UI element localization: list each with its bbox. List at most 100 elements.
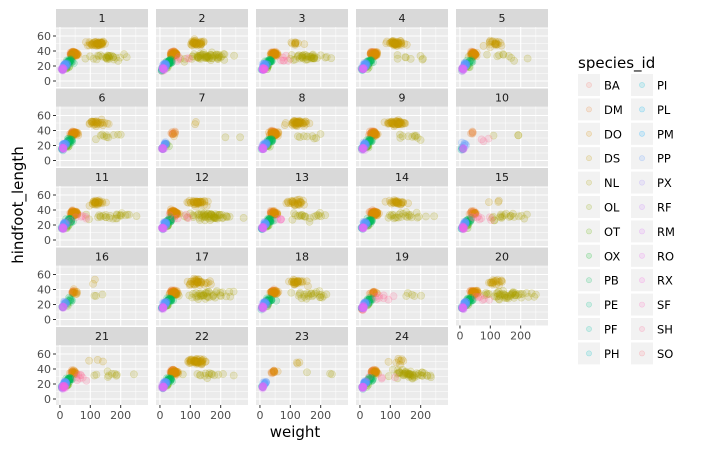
- data-point: [169, 50, 177, 59]
- data-point: [459, 65, 468, 74]
- data-point: [61, 60, 70, 69]
- data-point: [170, 50, 178, 59]
- data-point: [469, 49, 478, 58]
- data-point: [268, 50, 277, 59]
- data-point: [465, 56, 474, 65]
- y-tick-label: 60: [37, 110, 51, 123]
- data-point: [69, 128, 78, 137]
- data-point: [358, 65, 367, 74]
- data-point: [259, 65, 267, 74]
- data-point: [296, 288, 304, 297]
- data-point: [460, 62, 469, 71]
- data-point: [366, 50, 375, 58]
- data-point: [66, 48, 75, 57]
- data-point: [371, 49, 380, 58]
- facet-strip-label: 24: [395, 330, 409, 343]
- data-point: [388, 40, 397, 49]
- x-tick-label: 200: [510, 330, 531, 343]
- data-point: [309, 54, 318, 63]
- data-point: [366, 58, 374, 66]
- data-point: [279, 56, 288, 65]
- data-point: [369, 50, 378, 58]
- facet-strip-label: 7: [199, 92, 206, 105]
- data-point: [271, 49, 279, 58]
- data-point: [266, 50, 275, 59]
- data-point: [67, 49, 76, 58]
- data-point: [361, 62, 370, 71]
- data-point: [172, 50, 181, 59]
- points-group: [157, 35, 238, 76]
- data-point: [166, 59, 175, 67]
- data-point: [362, 62, 371, 71]
- legend-item: PP: [631, 147, 671, 170]
- data-point: [69, 49, 78, 58]
- data-point: [70, 50, 79, 58]
- data-point: [497, 213, 506, 222]
- legend-item: RO: [631, 244, 674, 267]
- data-point: [171, 50, 180, 59]
- data-point: [397, 39, 406, 47]
- data-point: [68, 58, 77, 66]
- data-point: [361, 63, 370, 72]
- data-point: [69, 48, 78, 57]
- data-point: [193, 358, 201, 366]
- data-point: [390, 39, 398, 48]
- data-point: [402, 40, 411, 49]
- data-point: [359, 64, 367, 73]
- data-point: [361, 60, 370, 69]
- data-point: [261, 62, 270, 71]
- data-point: [357, 64, 366, 73]
- data-point: [361, 63, 370, 71]
- data-point: [67, 49, 75, 58]
- data-point: [267, 52, 276, 60]
- data-point: [120, 50, 128, 59]
- data-point: [268, 50, 276, 59]
- data-point: [70, 49, 79, 57]
- data-point: [170, 50, 178, 59]
- data-point: [209, 290, 218, 299]
- data-point: [70, 49, 78, 58]
- legend-label: OX: [604, 249, 620, 263]
- data-point: [217, 52, 226, 61]
- data-point: [291, 38, 300, 47]
- data-point: [310, 52, 319, 61]
- data-point: [68, 47, 77, 56]
- data-point: [459, 144, 468, 153]
- data-point: [494, 287, 503, 296]
- data-point: [359, 304, 368, 312]
- data-point: [83, 41, 92, 50]
- data-point: [371, 49, 380, 57]
- data-point: [71, 49, 79, 58]
- data-point: [461, 61, 470, 70]
- data-point: [73, 50, 82, 58]
- data-point: [89, 38, 98, 47]
- data-point: [96, 51, 105, 59]
- data-point: [207, 48, 216, 57]
- data-point: [270, 50, 278, 59]
- data-point: [103, 55, 112, 64]
- data-point: [200, 52, 209, 61]
- data-point: [486, 37, 494, 46]
- data-point: [68, 49, 77, 58]
- data-point: [92, 37, 101, 46]
- data-point: [168, 49, 177, 58]
- data-point: [196, 49, 205, 58]
- data-point: [60, 62, 69, 70]
- data-point: [310, 54, 319, 63]
- data-point: [193, 52, 202, 61]
- data-point: [492, 41, 500, 49]
- data-point: [469, 49, 478, 57]
- data-point: [396, 37, 405, 46]
- data-point: [163, 60, 172, 69]
- data-point: [365, 372, 373, 381]
- data-point: [370, 49, 379, 58]
- data-point: [377, 374, 386, 383]
- data-point: [68, 50, 76, 59]
- data-point: [260, 64, 269, 73]
- data-point: [259, 64, 267, 73]
- legend-label: NL: [604, 176, 620, 190]
- data-point: [271, 49, 280, 58]
- data-point: [396, 39, 405, 48]
- data-point: [362, 61, 371, 70]
- data-point: [172, 51, 181, 59]
